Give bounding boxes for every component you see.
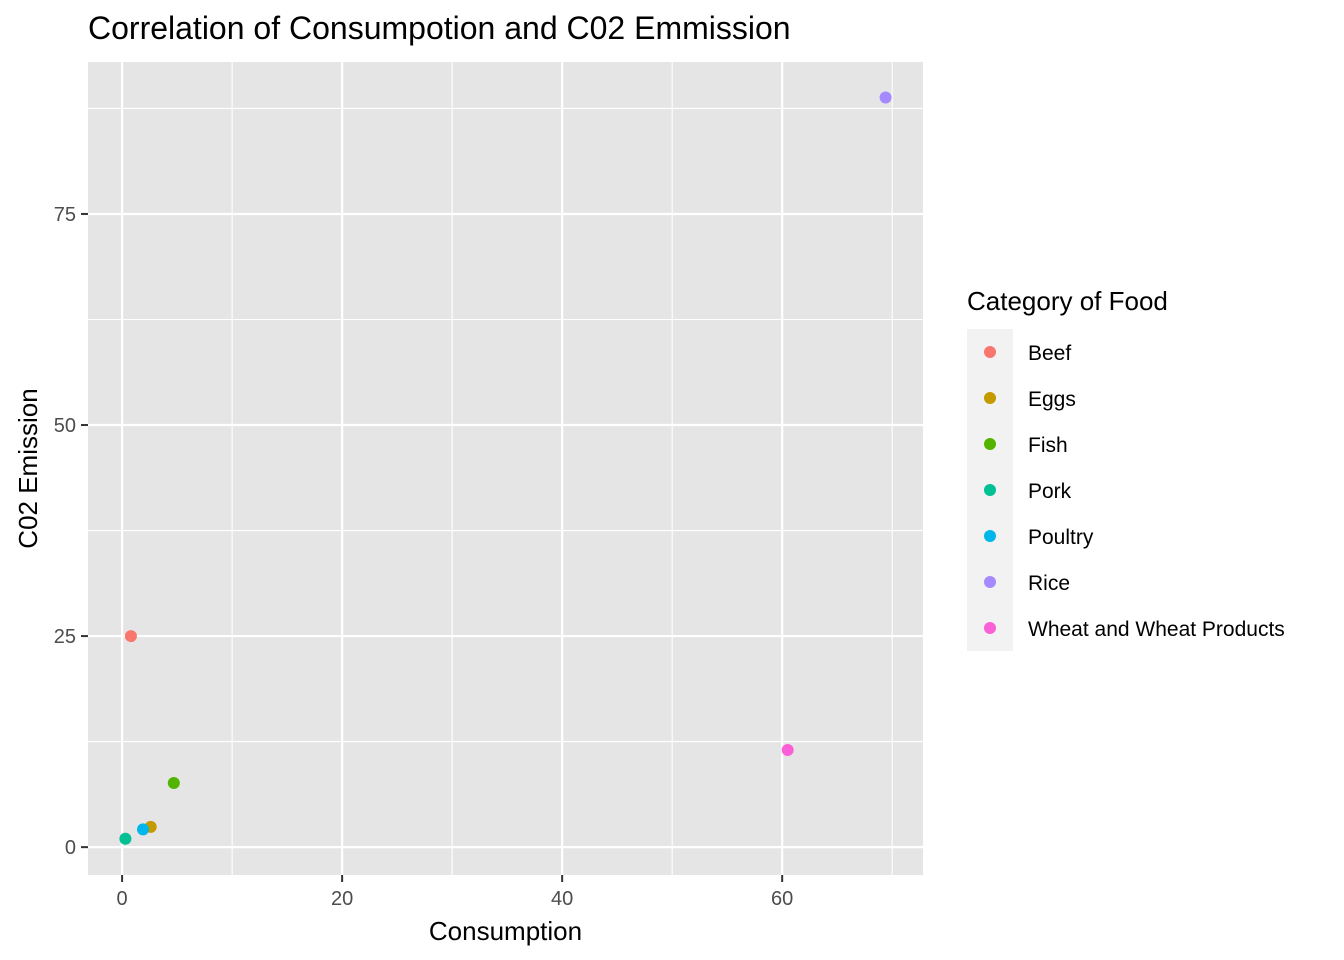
legend-label: Poultry — [1028, 526, 1094, 549]
data-point-pork — [119, 832, 132, 845]
legend-key — [984, 622, 996, 634]
x-tick-label: 60 — [771, 888, 793, 910]
data-point-wheat-and-wheat-products — [781, 744, 794, 757]
x-axis: 0 20 40 60 — [117, 875, 793, 910]
y-axis: 0 25 50 75 — [54, 204, 88, 859]
x-tick-label: 0 — [117, 888, 128, 910]
legend-label: Wheat and Wheat Products — [1028, 618, 1285, 641]
legend-key — [984, 392, 996, 404]
legend-label: Fish — [1028, 434, 1068, 457]
y-tick-label: 50 — [54, 415, 76, 437]
y-tick-label: 75 — [54, 204, 76, 226]
legend: Category of Food Beef Eggs Fish Pork Poultry… — [967, 286, 1285, 651]
data-points — [119, 91, 892, 845]
legend-label: Pork — [1028, 480, 1072, 503]
x-tick-label: 20 — [331, 888, 353, 910]
legend-key — [984, 484, 996, 496]
y-tick-label: 0 — [65, 837, 76, 859]
data-point-beef — [124, 630, 137, 643]
data-point-rice — [879, 91, 892, 104]
grid-lines — [88, 62, 923, 875]
y-tick-label: 25 — [54, 626, 76, 648]
chart-title: Correlation of Consumpotion and C02 Emmi… — [88, 10, 791, 46]
legend-title: Category of Food — [967, 286, 1168, 316]
y-axis-title: C02 Emission — [13, 388, 43, 548]
legend-key — [984, 438, 996, 450]
legend-key — [984, 576, 996, 588]
legend-key — [984, 530, 996, 542]
legend-label: Rice — [1028, 572, 1070, 595]
legend-label: Eggs — [1028, 388, 1076, 411]
data-point-poultry — [137, 823, 150, 836]
data-point-fish — [167, 776, 180, 789]
legend-items: Beef Eggs Fish Pork Poultry Rice Wheat and Whe… — [984, 342, 1285, 641]
x-tick-label: 40 — [551, 888, 573, 910]
plot-panel — [88, 62, 923, 875]
x-axis-title: Consumption — [429, 916, 582, 946]
legend-key — [984, 346, 996, 358]
legend-label: Beef — [1028, 342, 1071, 365]
